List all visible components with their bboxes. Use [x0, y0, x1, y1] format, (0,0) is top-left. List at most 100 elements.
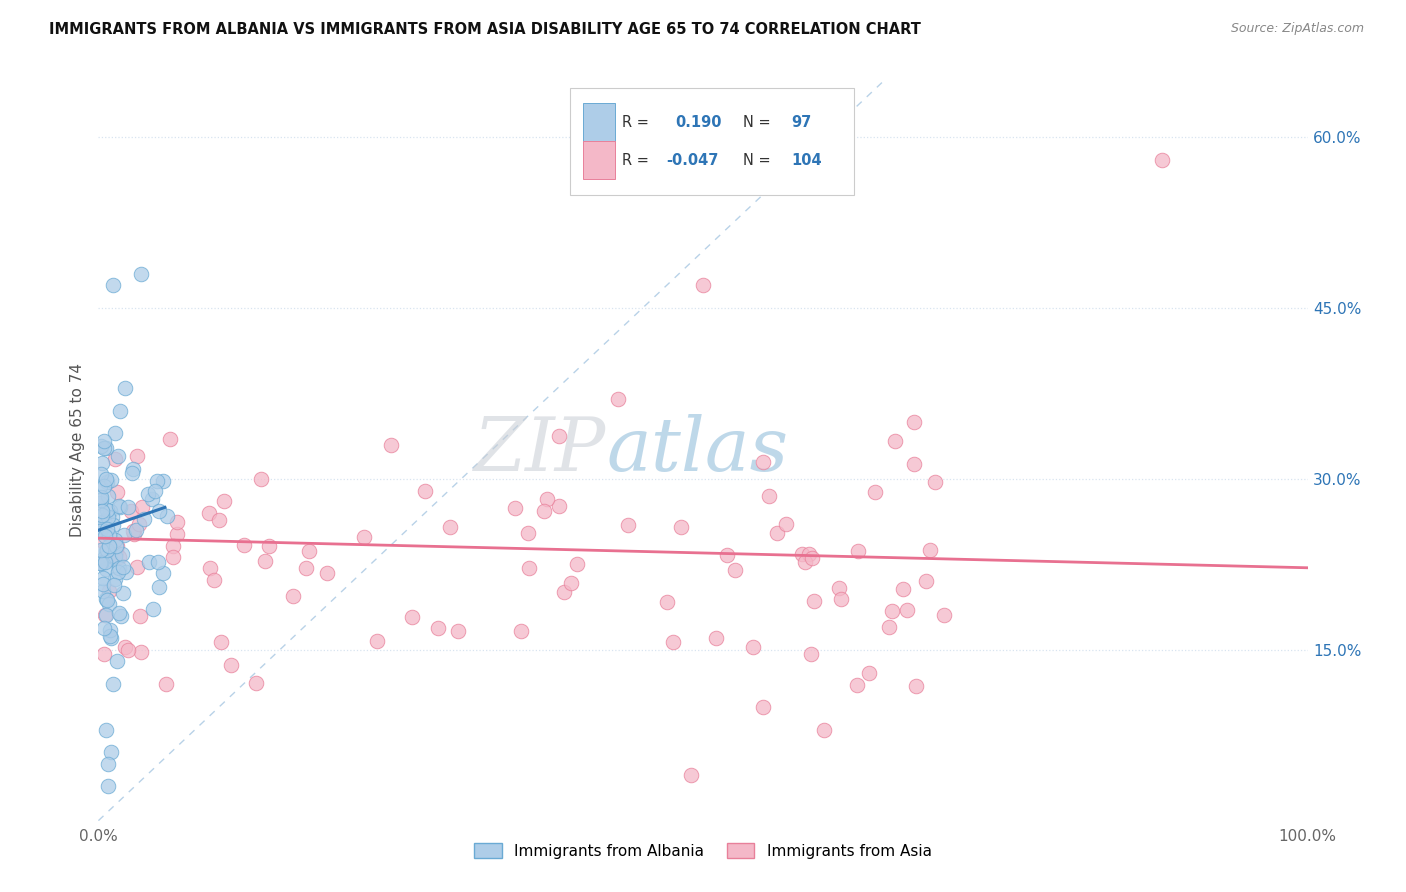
Point: [800, 648, 823, 662]
Point: [103, 578, 125, 592]
Legend: Immigrants from Albania, Immigrants from Asia: Immigrants from Albania, Immigrants from…: [468, 837, 938, 865]
Text: 0.190: 0.190: [675, 115, 721, 130]
Text: Source: ZipAtlas.com: Source: ZipAtlas.com: [1230, 22, 1364, 36]
Point: [536, 492, 558, 507]
Point: [100, 632, 122, 646]
Point: [90, 439, 112, 453]
Point: [657, 595, 679, 609]
FancyBboxPatch shape: [583, 141, 614, 179]
Point: [100, 473, 122, 487]
Point: [96, 522, 118, 536]
Point: [98, 552, 121, 566]
Point: [741, 640, 763, 655]
Point: [517, 525, 540, 540]
Point: [159, 432, 181, 446]
Point: [111, 586, 134, 600]
Point: [96, 475, 118, 489]
Point: [202, 574, 225, 588]
Point: [209, 634, 232, 648]
Point: [245, 676, 267, 690]
Point: [924, 475, 946, 489]
Point: [413, 484, 436, 499]
Point: [863, 485, 886, 500]
Point: [97, 756, 120, 771]
Point: [90, 519, 112, 533]
Point: [98, 504, 121, 518]
Point: [91, 576, 114, 591]
Point: [166, 516, 188, 530]
Point: [198, 561, 221, 575]
Point: [136, 487, 159, 501]
Point: [127, 449, 149, 463]
Point: [94, 723, 117, 737]
Point: [207, 513, 229, 527]
Point: [94, 608, 117, 623]
Point: [97, 780, 120, 794]
Point: [97, 489, 120, 503]
Point: [112, 527, 135, 541]
Point: [107, 449, 129, 463]
Point: [104, 533, 127, 547]
Point: [89, 556, 111, 570]
Point: [146, 474, 169, 488]
Point: [89, 496, 111, 510]
Point: [439, 519, 461, 533]
Point: [91, 456, 114, 470]
Point: [775, 516, 797, 531]
Point: [904, 679, 927, 693]
Point: [257, 539, 280, 553]
Point: [1152, 153, 1174, 167]
Point: [517, 561, 540, 575]
Point: [90, 490, 112, 504]
Text: 97: 97: [792, 115, 811, 130]
Point: [89, 522, 111, 536]
Point: [877, 620, 900, 634]
Point: [117, 500, 139, 514]
Point: [107, 565, 129, 579]
Point: [128, 517, 150, 532]
Point: [704, 631, 727, 645]
Point: [98, 623, 121, 637]
Point: [94, 472, 117, 486]
Point: [90, 508, 112, 522]
Point: [790, 547, 813, 561]
Point: [162, 539, 184, 553]
Point: [98, 528, 121, 542]
Text: -0.047: -0.047: [666, 153, 718, 168]
Point: [94, 555, 117, 569]
Point: [295, 561, 318, 575]
Point: [100, 745, 122, 759]
Point: [846, 678, 869, 692]
Point: [233, 537, 256, 551]
Point: [134, 512, 156, 526]
Text: N =: N =: [742, 153, 770, 168]
Point: [104, 426, 127, 441]
Point: [93, 478, 115, 492]
Text: N =: N =: [742, 115, 770, 130]
Point: [125, 524, 148, 538]
Point: [283, 589, 305, 603]
Point: [114, 381, 136, 395]
Point: [104, 572, 127, 586]
Point: [101, 518, 124, 533]
Point: [724, 563, 747, 577]
Text: R =: R =: [621, 153, 648, 168]
Point: [120, 504, 142, 518]
Point: [101, 677, 124, 691]
Point: [716, 548, 738, 562]
Point: [801, 550, 824, 565]
Point: [828, 581, 851, 595]
Point: [793, 555, 815, 569]
Point: [366, 634, 388, 648]
Point: [90, 543, 112, 558]
Point: [401, 610, 423, 624]
Point: [380, 438, 402, 452]
Point: [607, 392, 630, 407]
Point: [903, 457, 925, 471]
Point: [752, 699, 775, 714]
Point: [131, 500, 153, 515]
Point: [509, 624, 531, 639]
FancyBboxPatch shape: [569, 87, 855, 195]
Point: [108, 606, 131, 620]
Point: [567, 558, 589, 572]
